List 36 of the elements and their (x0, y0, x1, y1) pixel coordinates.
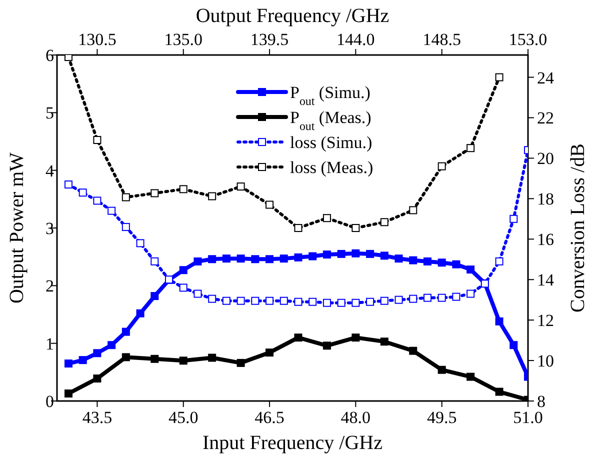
y2-tick-label: 8 (537, 392, 546, 411)
y-tick-label: 0 (46, 392, 54, 411)
y2-tick-label: 10 (537, 352, 554, 371)
y2-tick-label: 24 (537, 68, 554, 88)
y2-tick-label: 18 (537, 190, 554, 209)
y-tick-label: 1 (46, 334, 54, 354)
y2-tick-label: 22 (537, 108, 554, 128)
y-tick-label: 6 (46, 46, 54, 65)
x2-tick-label: 144.0 (336, 30, 375, 49)
x-tick-label: 49.5 (426, 408, 457, 427)
y2-tick-label: 12 (537, 311, 554, 330)
x2-tick-label: 135.0 (164, 30, 202, 49)
y-tick-label: 3 (46, 219, 54, 238)
x2-tick-label: 153.0 (508, 30, 548, 49)
x-tick-label: 48.0 (340, 408, 371, 427)
x-tick-label: 51.0 (513, 408, 543, 427)
x-axis-title: Input Frequency /GHz (202, 432, 383, 454)
legend-label: P$_{out}$ (Meas.) (290, 108, 372, 133)
x-tick-label: 46.5 (254, 408, 284, 427)
x2-tick-label: 139.5 (250, 30, 289, 49)
y-tick-label: 2 (46, 276, 54, 296)
legend-label: loss (Simu.) (290, 133, 372, 152)
y2-tick-label: 20 (537, 149, 554, 168)
legend-label: P$_{out}$ (Simu.) (290, 83, 370, 108)
x-tick-label: 45.0 (168, 408, 198, 427)
y-tick-label: 4 (46, 161, 54, 180)
x2-tick-label: 148.5 (422, 30, 461, 49)
y2-axis-title: Conversion Loss /dB (567, 144, 589, 312)
x2-tick-label: 130.5 (78, 30, 116, 49)
y-tick-label: 5 (46, 104, 54, 123)
y-axis-title: Output Power mW (6, 152, 28, 304)
x-tick-label: 43.5 (82, 408, 112, 427)
legend-label: loss (Meas.) (290, 158, 374, 177)
y2-tick-label: 16 (537, 230, 554, 250)
y2-tick-label: 14 (537, 270, 554, 290)
x2-axis-title: Output Frequency /GHz (196, 5, 390, 27)
